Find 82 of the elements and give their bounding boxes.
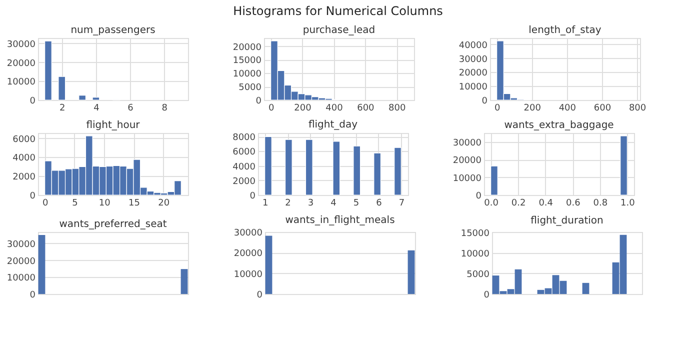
chart-title: flight_duration	[530, 215, 604, 226]
y-tick-label: 30000	[6, 240, 36, 250]
y-tick-label: 30000	[458, 54, 488, 65]
y-tick-label: 20000	[232, 42, 262, 53]
x-tick-label: 200	[294, 104, 312, 114]
y-tick-label: 30000	[6, 40, 36, 50]
y-tick-label: 2000	[232, 176, 256, 187]
x-tick-label: 0.4	[538, 198, 554, 208]
x-tick-label: 0.8	[593, 198, 608, 208]
x-tick-label: 4	[94, 104, 100, 114]
x-tick-label: 800	[388, 104, 406, 114]
y-tick-label: 0	[250, 192, 256, 202]
x-tick-label: 200	[524, 104, 542, 114]
x-tick-label: 15	[128, 198, 140, 208]
x-tick-label: 600	[357, 104, 375, 114]
x-tick-label: 0	[494, 104, 500, 114]
x-tick-label: 800	[628, 104, 646, 114]
y-tick-label: 0	[256, 290, 263, 300]
text: Histograms for Numerical Columns	[233, 4, 443, 18]
x-tick-label: 5	[72, 198, 78, 208]
x-tick-label: 2	[59, 104, 66, 114]
x-tick-label: 1	[262, 198, 268, 208]
x-tick-label: 0.0	[484, 198, 499, 208]
y-tick-label: 20000	[458, 68, 488, 79]
x-tick-label: 8	[162, 104, 168, 114]
x-tick-label: 0	[268, 104, 274, 114]
chart-title: length_of_stay	[528, 25, 602, 36]
y-tick-label: 20000	[452, 156, 482, 166]
chart-title: wants_extra_baggage	[504, 120, 614, 131]
y-tick-label: 0	[476, 192, 482, 202]
x-tick-label: 2	[285, 198, 291, 208]
y-tick-label: 0	[482, 96, 488, 106]
y-tick-label: 10000	[6, 78, 36, 88]
y-tick-label: 0	[30, 192, 36, 202]
y-tick-label: 10000	[460, 249, 490, 260]
chart-title: wants_in_flight_meals	[285, 215, 395, 226]
x-tick-label: 5	[353, 198, 360, 208]
y-tick-label: 5000	[466, 270, 490, 280]
y-tick-label: 5000	[238, 83, 262, 94]
y-tick-label: 6000	[232, 148, 256, 158]
chart-title: purchase_lead	[302, 25, 376, 36]
x-tick-label: 400	[326, 104, 344, 114]
y-tick-label: 2000	[12, 172, 36, 183]
y-tick-label: 20000	[6, 256, 36, 267]
x-tick-label: 10	[98, 198, 111, 208]
x-tick-label: 4	[330, 198, 337, 208]
y-tick-label: 10000	[458, 82, 488, 93]
y-tick-label: 0	[484, 290, 490, 300]
y-tick-label: 15000	[232, 56, 262, 66]
y-tick-label: 0	[256, 96, 262, 106]
y-tick-label: 4000	[12, 154, 36, 164]
y-tick-label: 0	[30, 290, 36, 300]
y-tick-label: 30000	[452, 138, 482, 149]
chart-title: flight_day	[308, 120, 358, 131]
bar	[582, 282, 590, 294]
y-tick-label: 10000	[452, 174, 482, 184]
x-tick-label: 600	[594, 104, 612, 114]
y-tick-label: 30000	[234, 228, 263, 238]
y-tick-label: 6000	[12, 134, 36, 145]
chart-title: flight_hour	[86, 120, 141, 131]
y-tick-label: 10000	[234, 270, 263, 280]
y-tick-label: 40000	[458, 40, 488, 51]
x-tick-label: 400	[558, 104, 576, 114]
chart-title: wants_preferred_seat	[59, 219, 167, 230]
y-tick-label: 10000	[6, 274, 36, 284]
x-tick-label: 1.0	[620, 198, 636, 208]
x-tick-label: 20	[158, 198, 170, 208]
chart-title: num_passengers	[70, 25, 156, 36]
y-tick-label: 8000	[232, 133, 256, 144]
y-tick-label: 20000	[234, 249, 263, 260]
x-tick-label: 0	[42, 198, 48, 208]
x-tick-label: 6	[376, 198, 382, 208]
y-tick-label: 4000	[232, 162, 256, 172]
x-tick-label: 6	[128, 104, 134, 114]
x-tick-label: 0.2	[511, 198, 526, 208]
y-tick-label: 0	[30, 96, 36, 106]
y-tick-label: 15000	[460, 228, 490, 239]
x-tick-label: 0.6	[566, 198, 581, 208]
y-tick-label: 20000	[6, 58, 36, 69]
x-tick-label: 7	[398, 198, 405, 208]
y-tick-label: 10000	[232, 70, 262, 80]
x-tick-label: 3	[308, 198, 314, 208]
